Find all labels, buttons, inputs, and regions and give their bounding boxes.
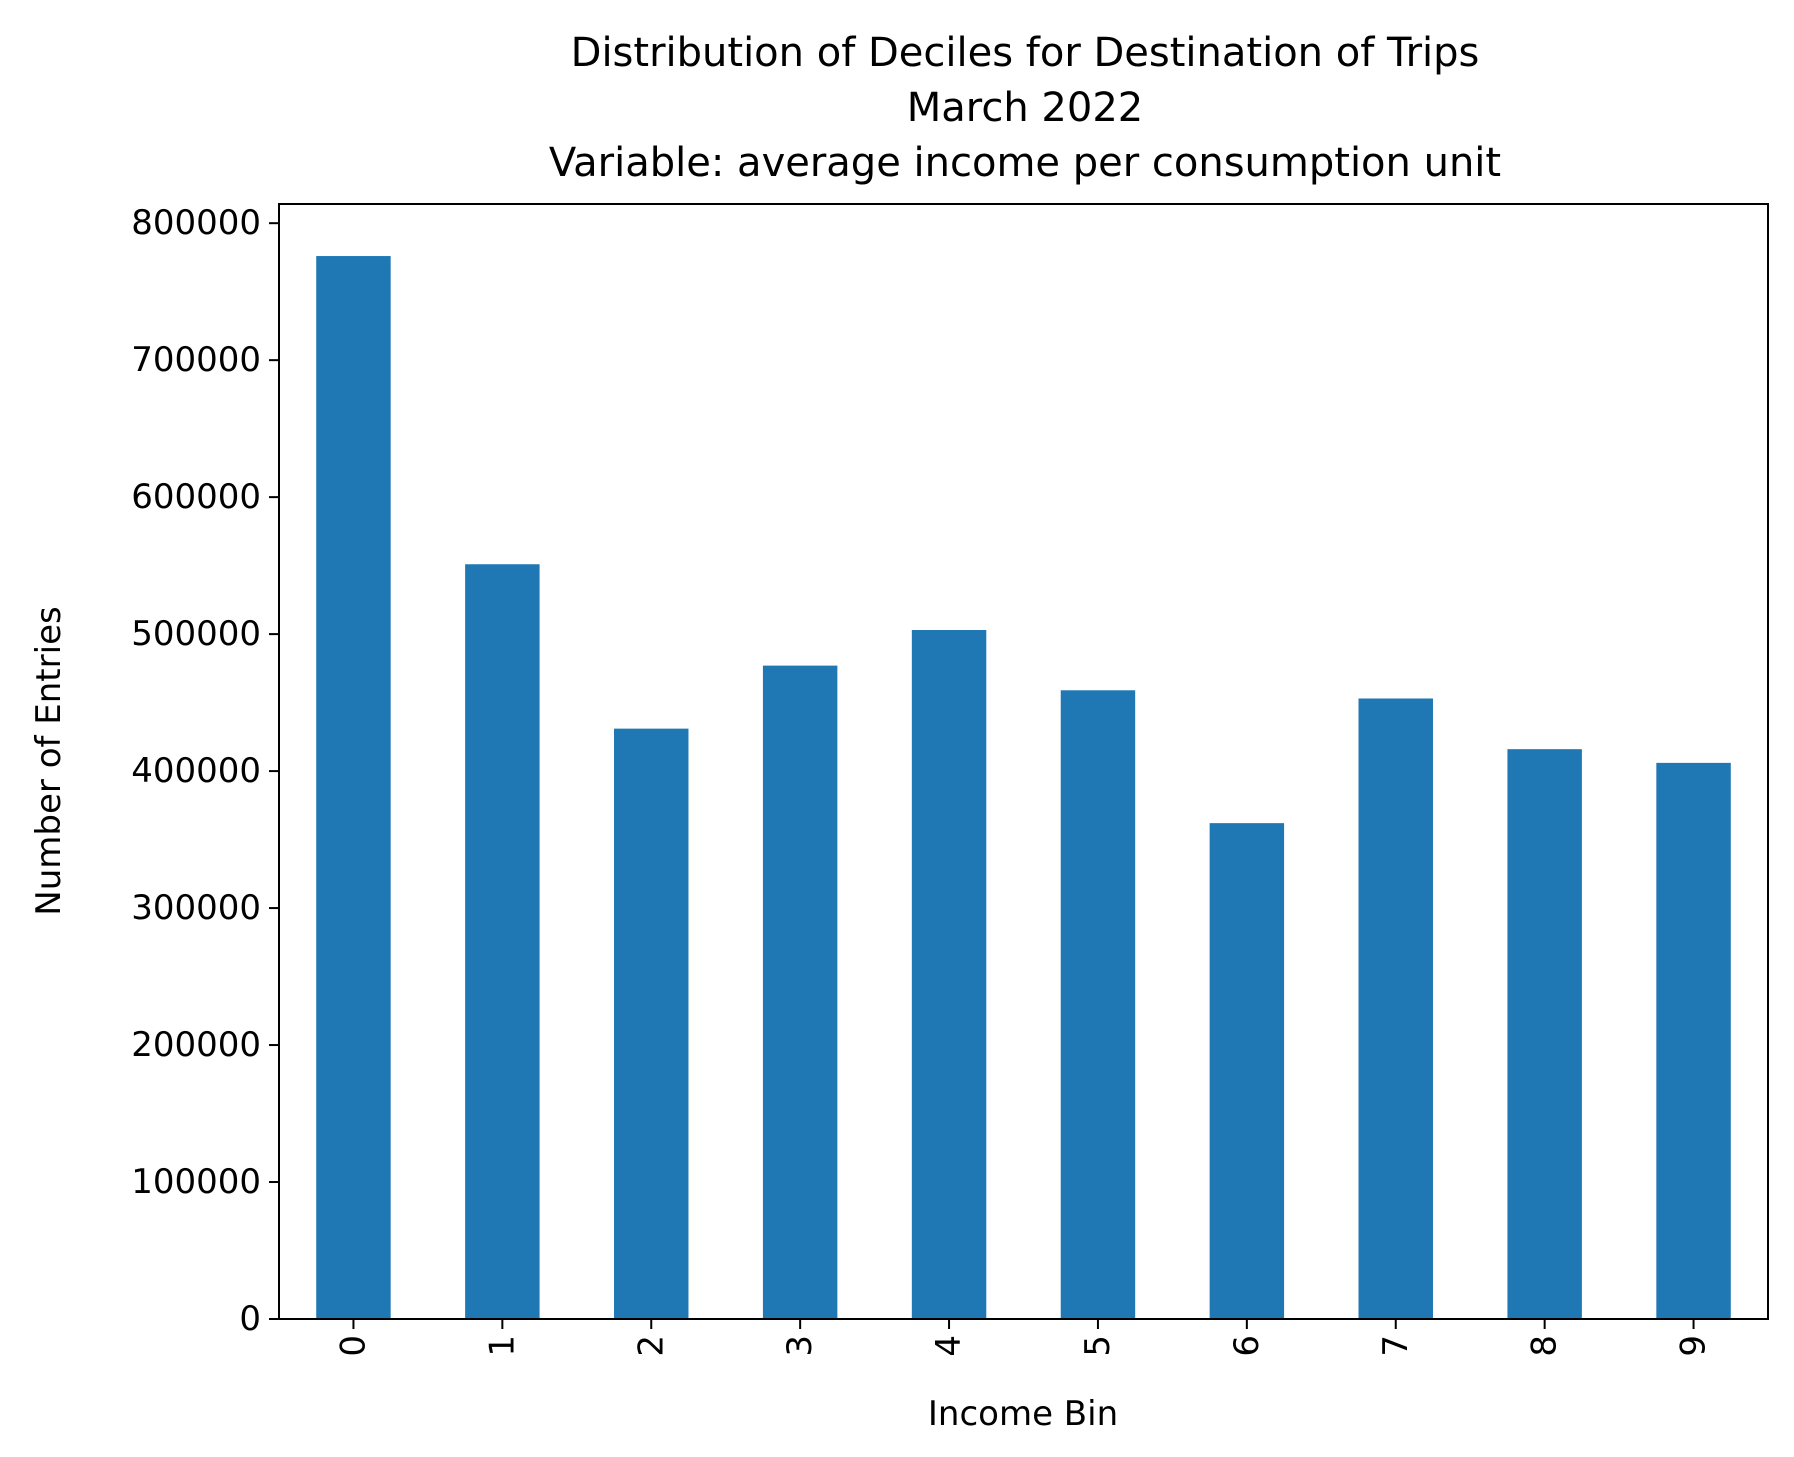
y-tick-label-700000: 700000 — [131, 340, 261, 380]
x-axis-label: Income Bin — [928, 1394, 1118, 1434]
bar-1 — [465, 564, 540, 1319]
y-tick-label-200000: 200000 — [131, 1025, 261, 1065]
y-tick-label-0: 0 — [239, 1299, 261, 1339]
y-tick-label-600000: 600000 — [131, 477, 261, 517]
bar-8 — [1507, 749, 1582, 1319]
chart-title-line-1: Distribution of Deciles for Destination … — [571, 30, 1480, 76]
x-tick-label-5: 5 — [1078, 1335, 1118, 1357]
y-tick-label-800000: 800000 — [131, 203, 261, 243]
y-tick-label-100000: 100000 — [131, 1162, 261, 1202]
y-tick-label-400000: 400000 — [131, 751, 261, 791]
chart-title-line-2: March 2022 — [907, 85, 1143, 131]
y-tick-label-500000: 500000 — [131, 614, 261, 654]
x-axis: 0 1 2 3 4 5 6 7 8 9 — [333, 1319, 1714, 1357]
bar-4 — [911, 630, 987, 1319]
x-tick-label-2: 2 — [631, 1335, 671, 1357]
bar-6 — [1209, 823, 1285, 1319]
x-tick-label-6: 6 — [1227, 1335, 1267, 1357]
chart-title: Distribution of Deciles for Destination … — [549, 30, 1501, 186]
x-tick-label-3: 3 — [780, 1335, 820, 1357]
bar-3 — [762, 665, 838, 1319]
bar-2 — [614, 728, 689, 1319]
x-tick-label-8: 8 — [1525, 1335, 1565, 1357]
bar-5 — [1060, 690, 1136, 1319]
x-tick-label-7: 7 — [1376, 1335, 1416, 1357]
x-tick-label-1: 1 — [482, 1335, 522, 1357]
x-tick-label-9: 9 — [1674, 1335, 1714, 1357]
y-tick-label-300000: 300000 — [131, 888, 261, 928]
bar-9 — [1656, 762, 1731, 1319]
bar-0 — [316, 256, 391, 1319]
bar-series — [316, 256, 1731, 1319]
y-axis-label: Number of Entries — [29, 606, 69, 915]
x-tick-label-4: 4 — [929, 1335, 969, 1357]
x-tick-label-0: 0 — [333, 1335, 373, 1357]
plot-frame — [278, 203, 1769, 1320]
y-axis: 0 100000 200000 300000 400000 500000 600000 700… — [131, 203, 279, 1339]
chart-title-line-3: Variable: average income per consumption… — [549, 140, 1501, 186]
bar-7 — [1358, 698, 1433, 1319]
